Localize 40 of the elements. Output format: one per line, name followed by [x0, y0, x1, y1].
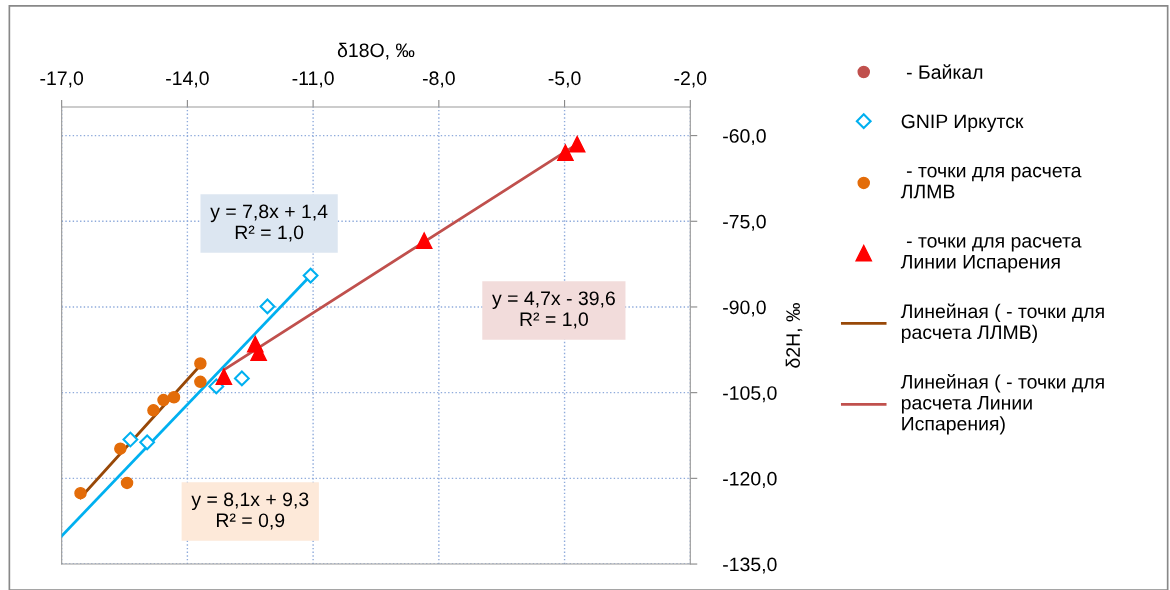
point	[557, 144, 574, 162]
annotation: y = 7,8x + 1,4 R² = 1,0	[210, 204, 328, 242]
point	[120, 476, 134, 490]
x-axis-title: δ18O, ‰	[337, 42, 415, 60]
y-tick-label: -75,0	[723, 214, 766, 231]
point	[74, 486, 87, 500]
legend-label: - точки для расчета Линии Испарения	[900, 236, 1082, 273]
point	[302, 267, 319, 284]
y-tick-label: -120,0	[723, 471, 777, 488]
legend-label: GNIP Иркутск	[901, 114, 1024, 133]
annotation: y = 4,7x - 39,6 R² = 1,0	[492, 291, 615, 329]
point	[194, 375, 207, 389]
x-tick-label: -11,0	[292, 71, 334, 88]
point	[215, 368, 233, 385]
legend-label: - Байкал	[906, 64, 983, 79]
x-tick-label: -5,0	[548, 71, 581, 88]
point	[233, 370, 250, 387]
x-tick-label: -8,0	[422, 71, 455, 88]
y-tick-label: -60,0	[723, 129, 766, 146]
point	[122, 431, 139, 448]
y-tick-label: -135,0	[723, 557, 777, 574]
x-tick-label: -17,0	[40, 71, 84, 88]
point	[157, 393, 170, 407]
point	[167, 390, 181, 404]
legend-label: - точки для расчета ЛЛМВ	[900, 166, 1082, 199]
annotation: y = 8,1x + 9,3 R² = 0,9	[191, 492, 309, 530]
point	[415, 232, 433, 250]
point	[568, 135, 586, 153]
point	[139, 434, 156, 451]
point	[259, 298, 276, 315]
legend-label: Линейная ( - точки для расчета ЛЛМВ)	[900, 303, 1104, 343]
y-axis-title: δ2H, ‰	[785, 303, 803, 368]
point	[114, 442, 127, 455]
y-tick-label: -105,0	[723, 386, 777, 403]
y-tick-label: -90,0	[723, 300, 766, 317]
legend-label: Линейная ( - точки для расчета Линии Испарения)	[900, 374, 1104, 435]
point	[147, 404, 160, 417]
x-tick-label: -14,0	[166, 71, 209, 88]
x-tick-label: -2,0	[674, 71, 707, 88]
point	[194, 357, 207, 370]
